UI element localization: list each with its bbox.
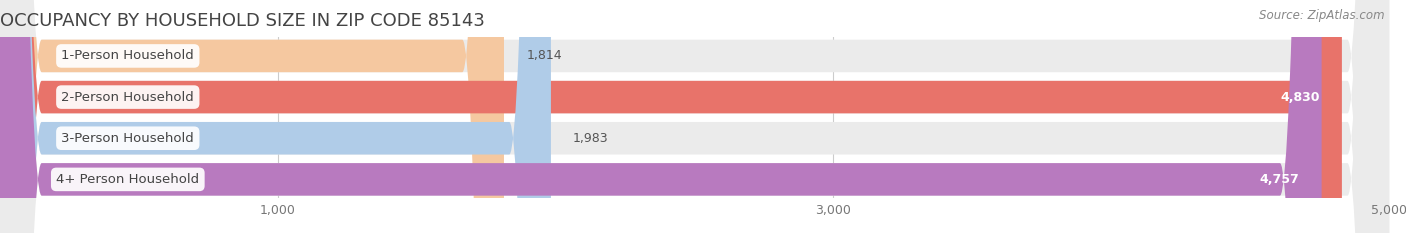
FancyBboxPatch shape bbox=[0, 0, 1341, 233]
Text: OCCUPANCY BY HOUSEHOLD SIZE IN ZIP CODE 85143: OCCUPANCY BY HOUSEHOLD SIZE IN ZIP CODE … bbox=[0, 12, 485, 30]
FancyBboxPatch shape bbox=[0, 0, 551, 233]
Text: Source: ZipAtlas.com: Source: ZipAtlas.com bbox=[1260, 9, 1385, 22]
Text: 2-Person Household: 2-Person Household bbox=[62, 91, 194, 104]
Text: 4,830: 4,830 bbox=[1281, 91, 1320, 104]
Text: 4,757: 4,757 bbox=[1260, 173, 1299, 186]
Text: 1,983: 1,983 bbox=[574, 132, 609, 145]
Text: 4+ Person Household: 4+ Person Household bbox=[56, 173, 200, 186]
Text: 1,814: 1,814 bbox=[526, 49, 562, 62]
FancyBboxPatch shape bbox=[0, 0, 1322, 233]
FancyBboxPatch shape bbox=[0, 0, 503, 233]
Text: 1-Person Household: 1-Person Household bbox=[62, 49, 194, 62]
Text: 3-Person Household: 3-Person Household bbox=[62, 132, 194, 145]
